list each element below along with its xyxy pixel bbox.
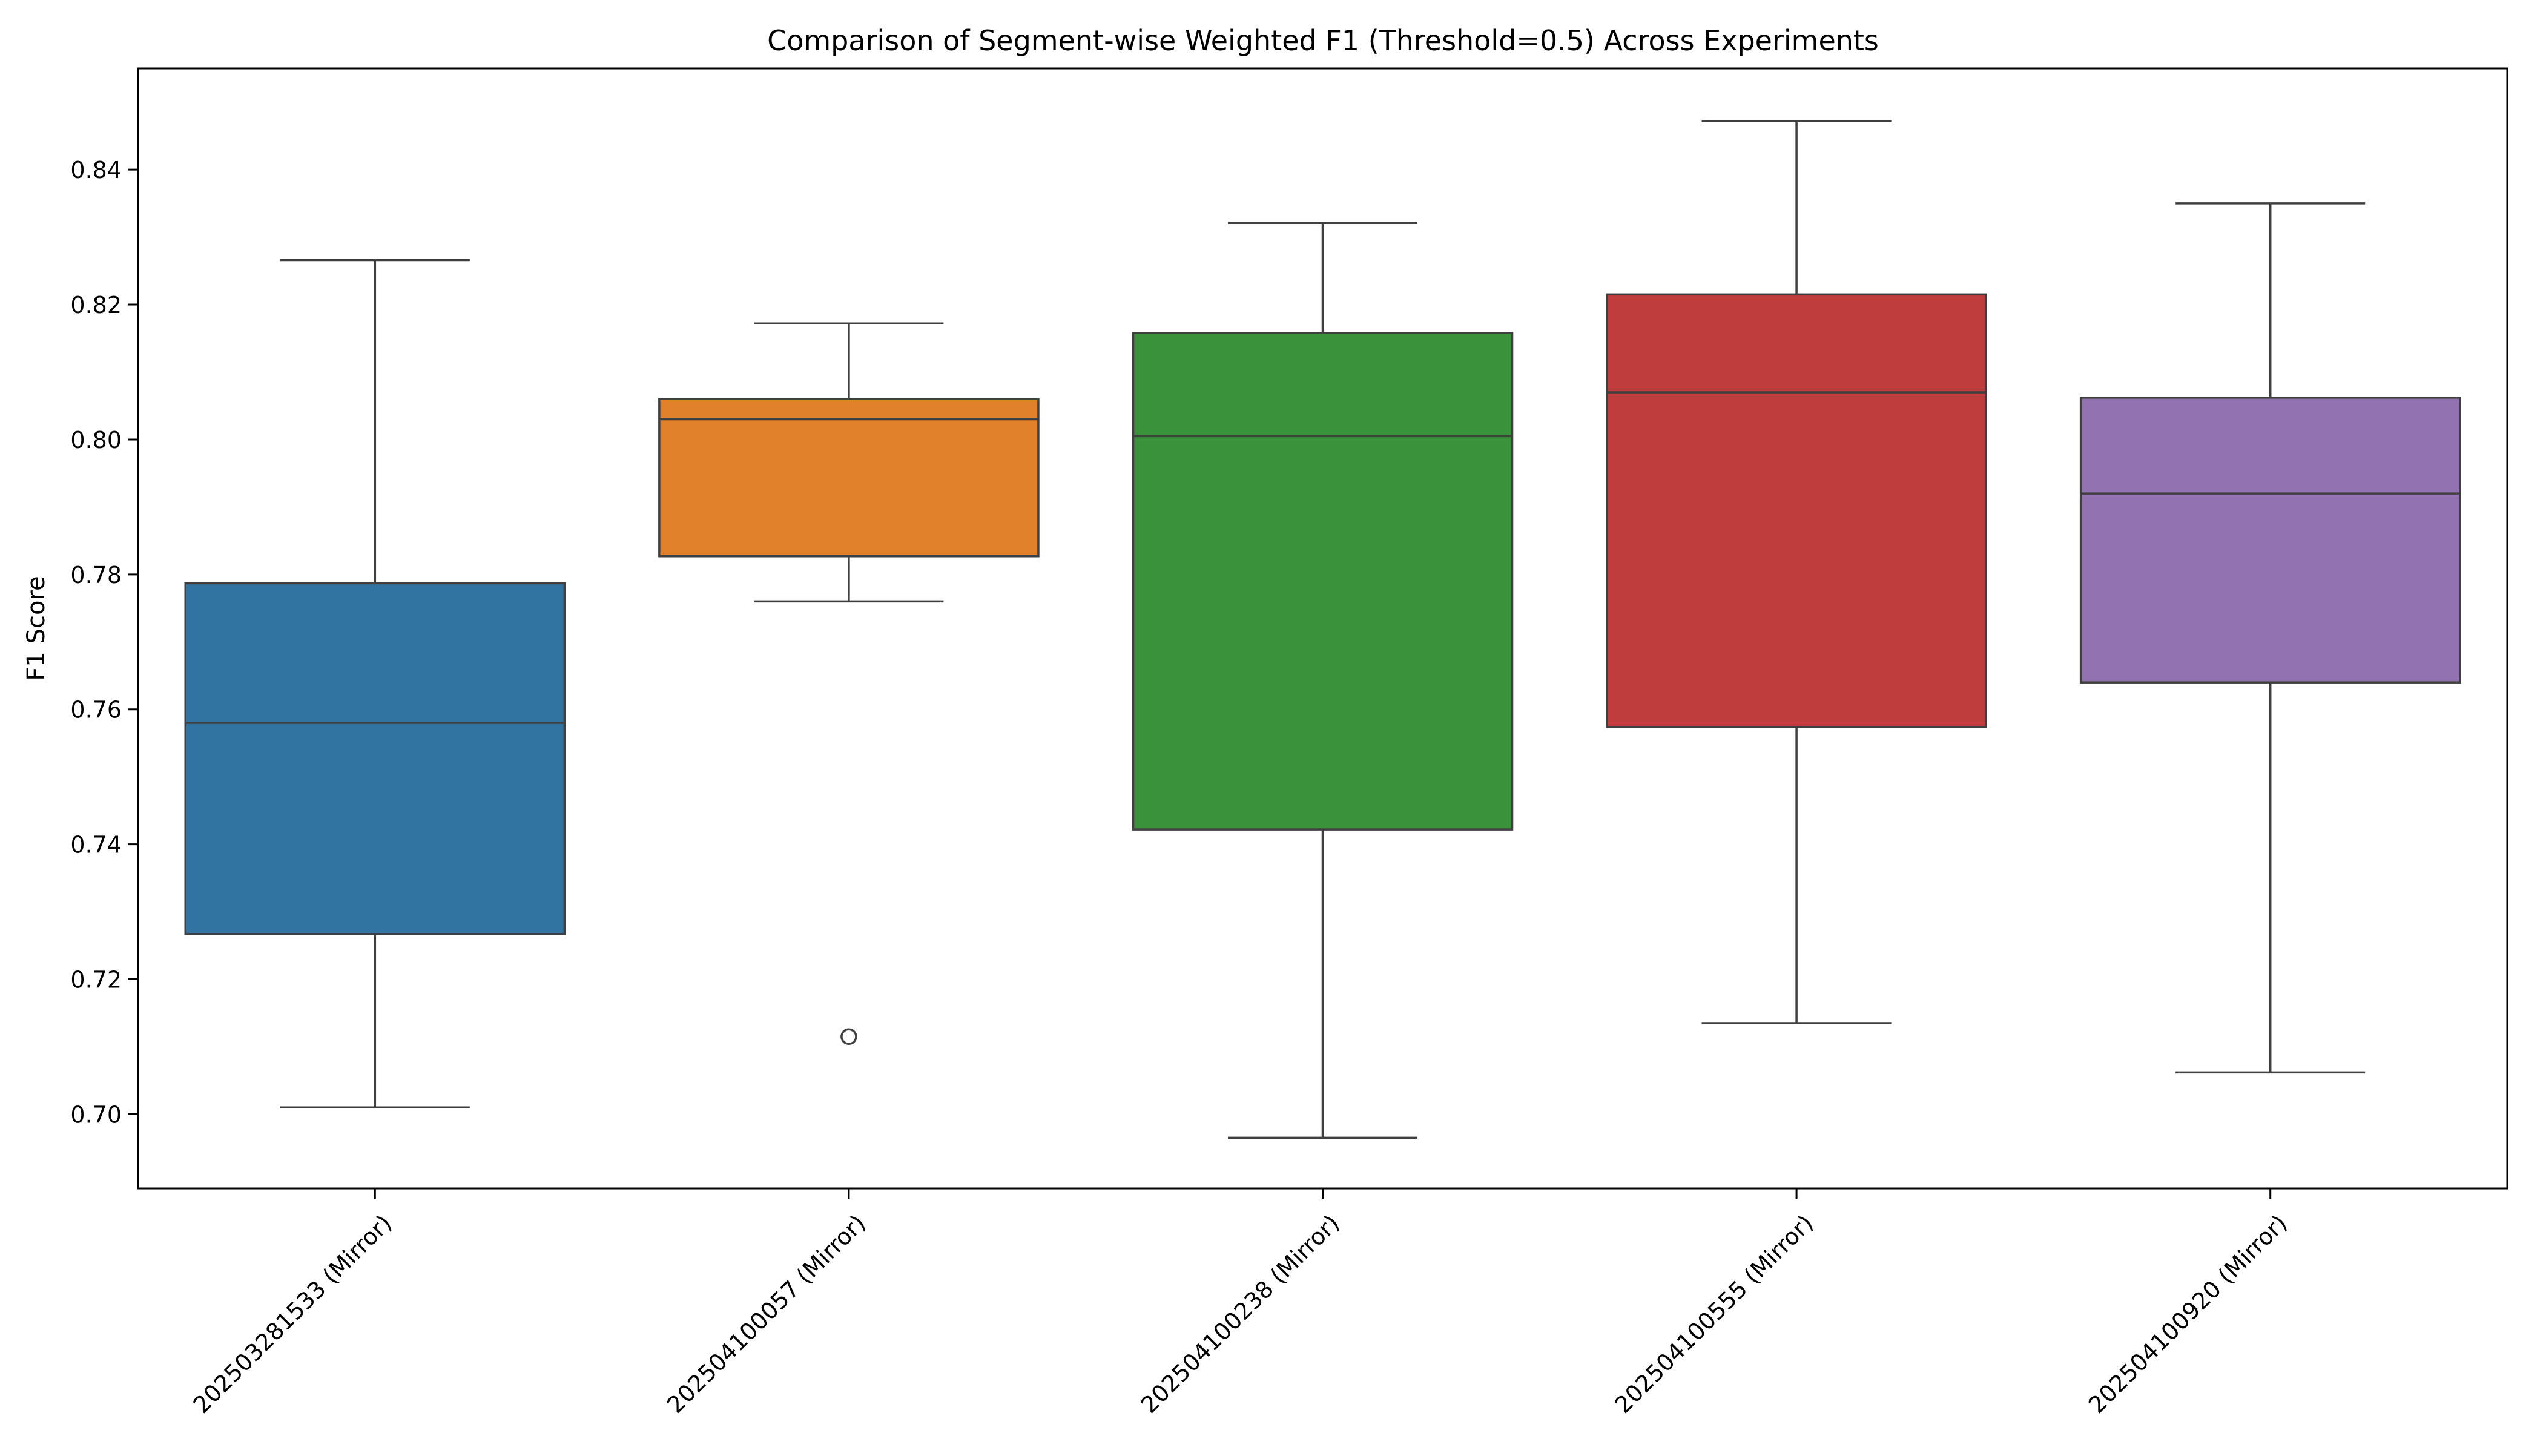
y-tick-label: 0.76: [70, 697, 122, 723]
box-group: [658, 322, 1040, 1045]
y-tick-label: 0.74: [70, 832, 122, 858]
box-group: [1606, 120, 1987, 1024]
box-group: [2079, 202, 2461, 1074]
iqr-box: [184, 582, 566, 935]
y-tick-label: 0.84: [70, 157, 122, 183]
y-tick-label: 0.70: [70, 1101, 122, 1128]
x-tick-label: 202504100238 (Mirror): [1136, 1210, 1345, 1418]
x-tick-label: 202504100057 (Mirror): [662, 1210, 871, 1418]
chart-title: Comparison of Segment-wise Weighted F1 (…: [767, 24, 1879, 57]
iqr-box: [1132, 332, 1514, 831]
iqr-box: [1606, 293, 1987, 728]
y-axis: 0.70 0.72 0.74 0.76 0.78 0.80 0.82 0.84: [70, 157, 138, 1128]
iqr-box: [658, 398, 1040, 558]
x-tick-label: 202503281533 (Mirror): [188, 1210, 397, 1418]
box-group: [184, 259, 566, 1109]
x-tick-label: 202504100555 (Mirror): [1609, 1210, 1818, 1418]
y-axis-label: F1 Score: [22, 576, 50, 680]
x-tick-label: 202504100920 (Mirror): [2083, 1210, 2292, 1418]
y-tick-label: 0.80: [70, 427, 122, 453]
y-tick-label: 0.78: [70, 562, 122, 588]
iqr-box: [2079, 397, 2461, 684]
outlier-point: [840, 1028, 857, 1045]
x-axis: 202503281533 (Mirror) 202504100057 (Mirro…: [188, 1188, 2292, 1418]
y-tick-label: 0.72: [70, 967, 122, 993]
box-group: [1132, 222, 1514, 1139]
y-tick-label: 0.82: [70, 292, 122, 318]
boxes-layer: [184, 120, 2461, 1139]
